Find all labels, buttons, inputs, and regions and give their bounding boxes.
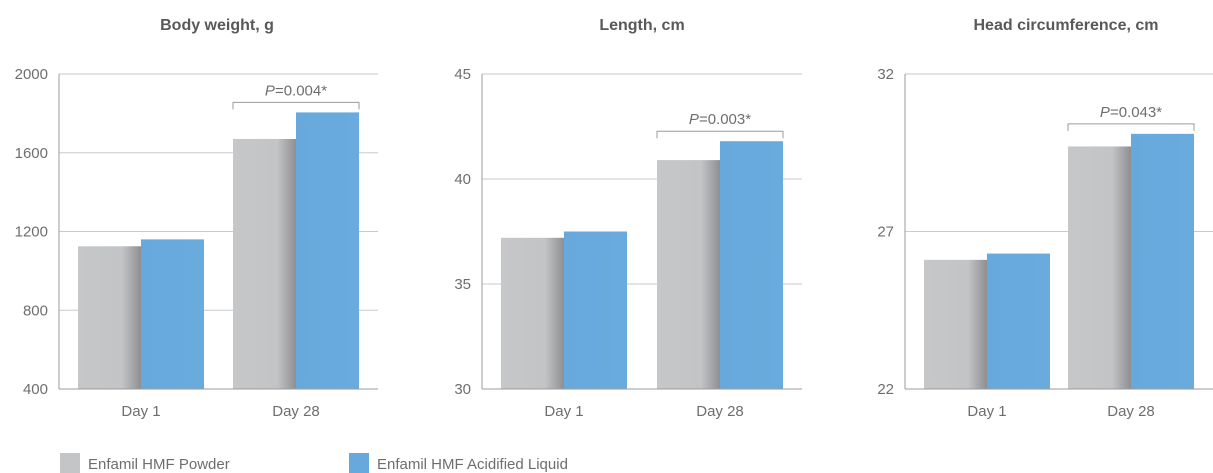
x-tick-label: Day 28 xyxy=(696,403,744,420)
y-tick-label: 40 xyxy=(454,171,471,188)
chart-panel-3: Head circumference, cm 22 27 32 Day 1 Day 28 P… xyxy=(877,17,1213,420)
x-tick-label: Day 1 xyxy=(967,403,1006,420)
bar-liquid-day-28 xyxy=(1131,133,1194,389)
x-tick-label: Day 1 xyxy=(544,403,583,420)
chart-title: Body weight, g xyxy=(160,17,274,34)
y-tick-label: 27 xyxy=(877,224,894,241)
legend-label-liquid: Enfamil HMF Acidified Liquid xyxy=(377,456,568,473)
y-tick-label: 400 xyxy=(23,381,48,398)
legend-swatch-powder xyxy=(60,453,80,473)
bar-liquid-day-28 xyxy=(296,112,359,389)
y-tick-label: 2000 xyxy=(15,66,48,83)
bar-liquid-day-1 xyxy=(564,231,627,389)
significance-bracket xyxy=(656,130,784,139)
bar-liquid-day-1 xyxy=(987,253,1050,389)
legend-label-powder: Enfamil HMF Powder xyxy=(88,456,230,473)
bar-powder-day-28 xyxy=(1068,146,1131,389)
chart-panel-1: Body weight, g 400 800 1200 1600 2000 Day 1 Day… xyxy=(15,17,378,420)
bar-powder-day-28 xyxy=(233,138,296,389)
chart-panel-2: Length, cm 30 35 40 45 Day 1 Day 28 P=0.003* xyxy=(454,17,802,420)
significance-bracket xyxy=(1067,123,1195,131)
x-tick-label: Day 28 xyxy=(272,403,320,420)
y-tick-label: 22 xyxy=(877,381,894,398)
y-tick-label: 800 xyxy=(23,302,48,319)
y-tick-label: 35 xyxy=(454,276,471,293)
legend-swatch-liquid xyxy=(349,453,369,473)
chart-title: Length, cm xyxy=(599,17,684,34)
y-tick-label: 1200 xyxy=(15,224,48,241)
bar-liquid-day-28 xyxy=(720,141,783,389)
p-value-label: P=0.003* xyxy=(689,111,751,128)
chart-title: Head circumference, cm xyxy=(974,17,1159,34)
legend: Enfamil HMF Powder Enfamil HMF Acidified… xyxy=(60,453,568,473)
bar-powder-day-1 xyxy=(924,259,987,389)
significance-bracket xyxy=(232,101,360,110)
p-value-label: P=0.004* xyxy=(265,82,327,99)
y-tick-label: 1600 xyxy=(15,145,48,162)
x-tick-label: Day 1 xyxy=(121,403,160,420)
bar-powder-day-1 xyxy=(78,246,141,389)
y-tick-label: 45 xyxy=(454,66,471,83)
bar-powder-day-1 xyxy=(501,237,564,389)
bar-powder-day-28 xyxy=(657,160,720,389)
p-value-label: P=0.043* xyxy=(1100,104,1162,121)
y-tick-label: 30 xyxy=(454,381,471,398)
bar-liquid-day-1 xyxy=(141,239,204,389)
y-tick-label: 32 xyxy=(877,66,894,83)
x-tick-label: Day 28 xyxy=(1107,403,1155,420)
